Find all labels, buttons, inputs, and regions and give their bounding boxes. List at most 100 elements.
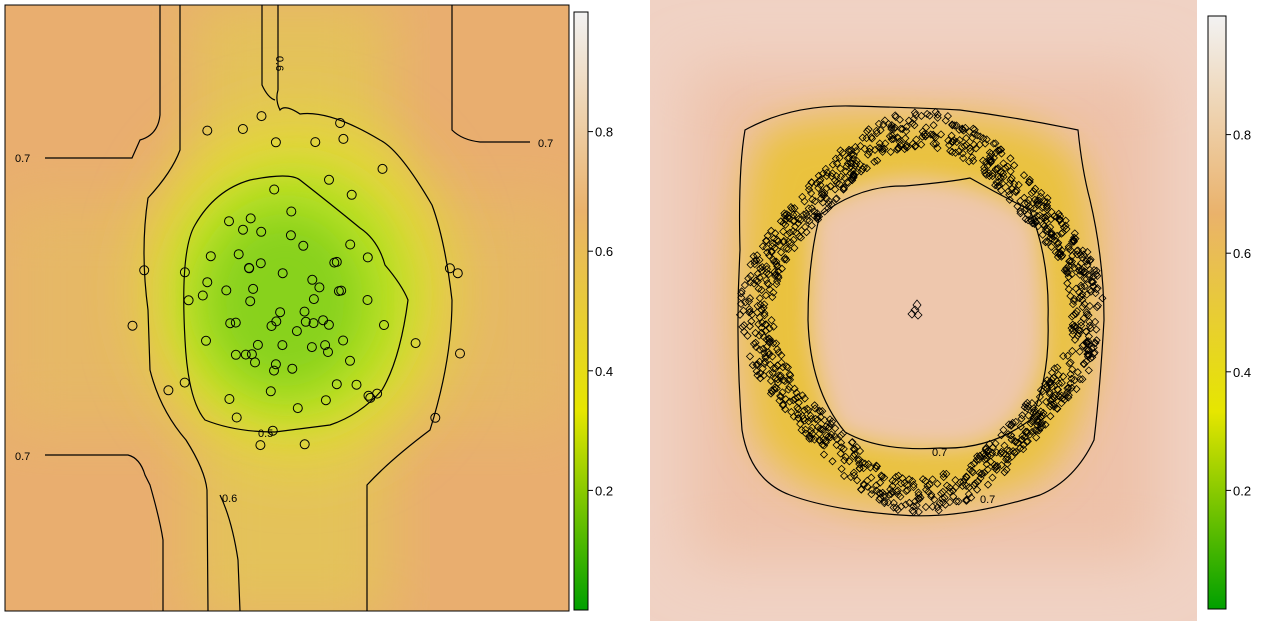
scatter-point [874,143,884,152]
scatter-point [952,497,961,506]
scatter-point [1068,251,1077,260]
scatter-point [948,137,957,146]
scatter-point [805,434,814,443]
scatter-point [1049,399,1058,408]
scatter-point [1048,234,1057,243]
scatter-point [1083,255,1092,264]
scatter-point [914,488,923,497]
scatter-point [968,133,977,142]
scatter-point [1010,179,1019,189]
scatter-point [455,348,465,359]
left-colorbar: 0.2 0.4 0.6 0.8 [573,11,613,611]
scatter-point [984,169,994,178]
right-colorbar: 0.2 0.4 0.6 0.8 [1207,15,1251,610]
scatter-point [999,159,1008,168]
scatter-point [766,360,775,369]
scatter-point [1046,402,1055,411]
scatter-point [1026,419,1035,428]
scatter-point [891,111,900,120]
scatter-point [738,322,747,331]
scatter-point [1063,384,1072,393]
scatter-point [1093,301,1102,310]
scatter-point [231,412,242,423]
scatter-point [1091,289,1100,298]
right-scatter-points [735,107,1107,517]
scatter-point [867,133,876,142]
scatter-point [889,503,898,512]
scatter-point [940,493,949,502]
scatter-point [803,404,812,413]
contour-label: 0.6 [273,56,285,71]
scatter-point [1064,393,1073,402]
scatter-point [765,251,774,260]
scatter-point [1034,398,1043,407]
scatter-point [1055,215,1064,224]
scatter-point [816,180,825,190]
scatter-point [877,472,886,481]
scatter-point [127,320,138,331]
right-heatmap: 0.7 0.7 [650,0,1197,621]
scatter-point [992,178,1001,187]
scatter-point [762,265,772,274]
scatter-point [794,405,803,414]
scatter-point [1019,445,1028,454]
scatter-point [820,188,829,197]
scatter-point [1007,431,1016,440]
scatter-point [817,194,826,203]
scatter-point [1023,404,1032,413]
scatter-point [246,349,257,360]
scatter-point [1064,244,1073,253]
colorbar-gradient [573,11,589,611]
scatter-point [773,345,782,354]
scatter-point [875,139,884,148]
scatter-point [789,412,798,421]
scatter-point [306,342,317,353]
scatter-point [760,300,769,309]
scatter-point [885,132,894,141]
scatter-point [965,157,974,166]
scatter-point [1047,228,1056,237]
scatter-point [820,207,829,216]
scatter-point [902,141,911,150]
colorbar-tick-label: 0.2 [595,483,613,498]
scatter-point [1085,301,1094,311]
scatter-point [911,141,920,150]
scatter-point [979,156,988,165]
scatter-point [779,227,788,236]
scatter-point [1064,391,1073,400]
scatter-point [828,160,837,169]
scatter-point [1068,326,1077,335]
scatter-point [837,464,846,473]
scatter-point [836,164,845,173]
scatter-point [866,463,875,472]
contour-label: 0.6 [222,493,237,505]
scatter-point [1061,221,1070,230]
scatter-point [735,310,745,319]
scatter-point [762,262,771,271]
scatter-point [224,394,235,404]
scatter-point [827,200,836,209]
scatter-point [201,335,211,346]
scatter-point [1004,420,1014,429]
scatter-point [1078,246,1087,255]
scatter-point [806,411,815,420]
scatter-point [1038,230,1047,239]
scatter-point [1079,250,1088,259]
scatter-point [1042,203,1051,212]
scatter-point [774,237,783,246]
scatter-point [995,146,1004,155]
scatter-point [969,140,979,149]
scatter-point [179,377,190,388]
scatter-point [753,360,762,369]
scatter-point [773,375,782,384]
scatter-point [796,215,805,224]
scatter-point [839,183,849,192]
scatter-point [837,438,846,447]
scatter-point [897,502,906,511]
scatter-point [1075,266,1084,275]
scatter-point [880,499,889,508]
scatter-point [993,182,1002,191]
scatter-point [976,132,985,141]
scatter-point [1008,418,1017,427]
